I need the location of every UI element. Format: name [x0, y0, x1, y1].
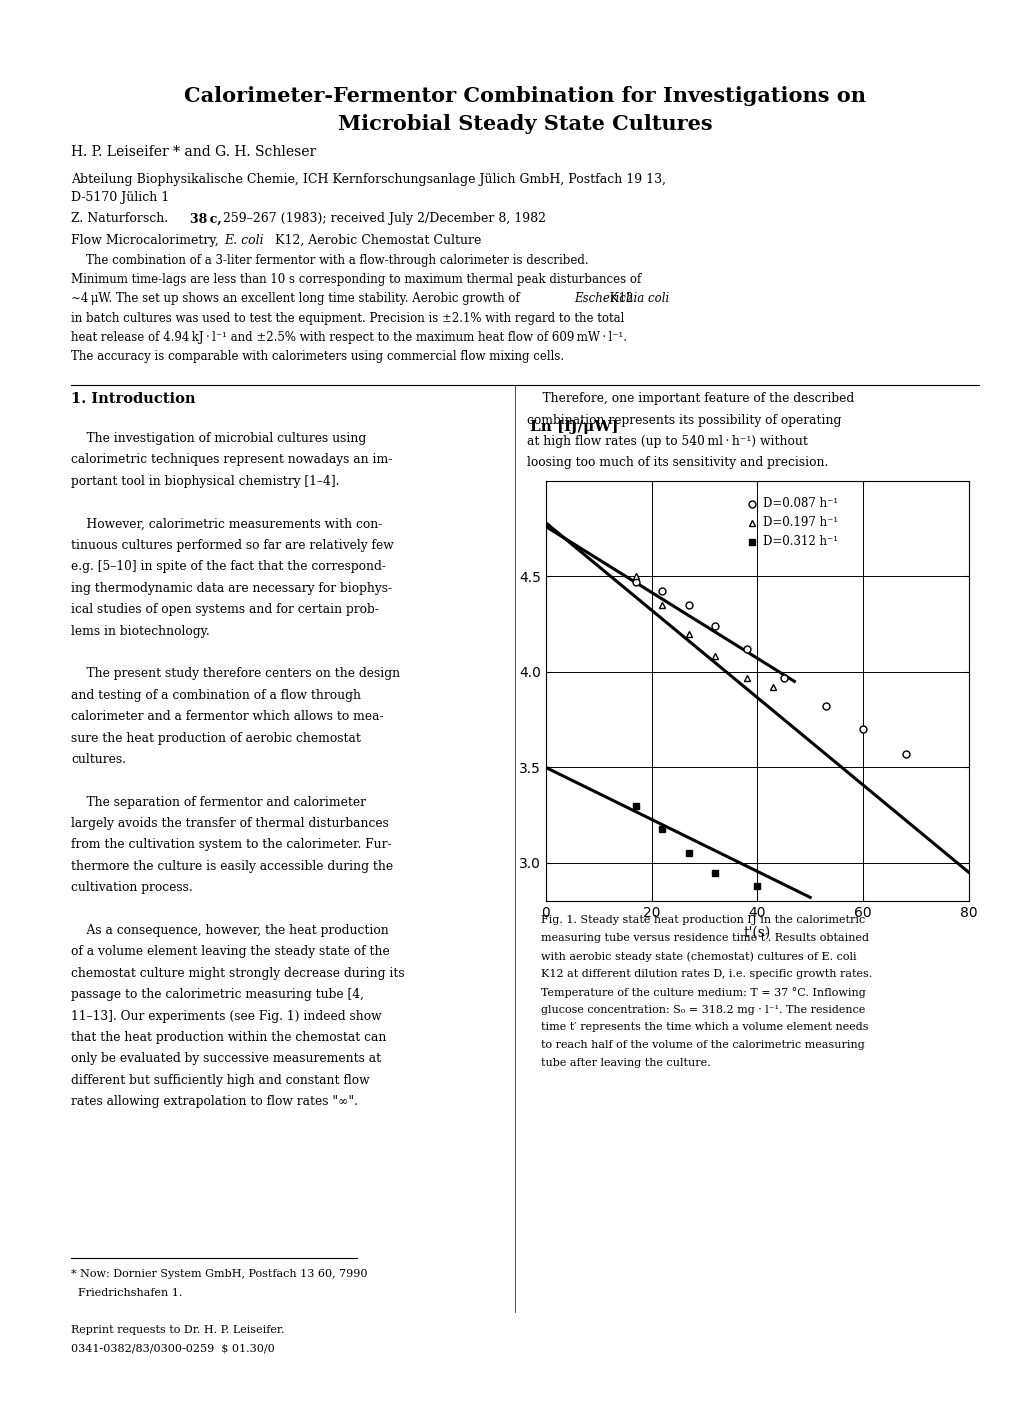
Text: calorimeter and a fermentor which allows to mea-: calorimeter and a fermentor which allows… — [71, 710, 383, 723]
Text: Therefore, one important feature of the described: Therefore, one important feature of the … — [527, 392, 854, 405]
Text: Minimum time-lags are less than 10 s corresponding to maximum thermal peak distu: Minimum time-lags are less than 10 s cor… — [71, 274, 641, 287]
Text: and testing of a combination of a flow through: and testing of a combination of a flow t… — [71, 689, 361, 702]
Text: different but sufficiently high and constant flow: different but sufficiently high and cons… — [71, 1074, 370, 1087]
Text: that the heat production within the chemostat can: that the heat production within the chem… — [71, 1031, 386, 1044]
Text: only be evaluated by successive measurements at: only be evaluated by successive measurem… — [71, 1052, 381, 1065]
Text: e.g. [5–10] in spite of the fact that the correspond-: e.g. [5–10] in spite of the fact that th… — [71, 560, 386, 573]
Text: at high flow rates (up to 540 ml · h⁻¹) without: at high flow rates (up to 540 ml · h⁻¹) … — [527, 435, 807, 448]
Text: 259–267 (1983); received July 2/December 8, 1982: 259–267 (1983); received July 2/December… — [219, 212, 546, 225]
Text: As a consequence, however, the heat production: As a consequence, however, the heat prod… — [71, 924, 389, 937]
Text: portant tool in biophysical chemistry [1–4].: portant tool in biophysical chemistry [1… — [71, 475, 339, 488]
Text: H. P. Leiseifer * and G. H. Schleser: H. P. Leiseifer * and G. H. Schleser — [71, 145, 316, 160]
Text: The present study therefore centers on the design: The present study therefore centers on t… — [71, 667, 400, 680]
Text: D=0.312 h⁻¹: D=0.312 h⁻¹ — [762, 535, 837, 548]
Text: Calorimeter-Fermentor Combination for Investigations on
Microbial Steady State C: Calorimeter-Fermentor Combination for In… — [184, 86, 865, 134]
Text: Escherichia coli: Escherichia coli — [574, 292, 668, 305]
Text: thermore the culture is easily accessible during the: thermore the culture is easily accessibl… — [71, 860, 393, 873]
Text: Ln [Ŋ/μW]: Ln [Ŋ/μW] — [530, 419, 619, 434]
Text: However, calorimetric measurements with con-: However, calorimetric measurements with … — [71, 518, 382, 530]
Text: Friedrichshafen 1.: Friedrichshafen 1. — [71, 1288, 182, 1298]
Text: ical studies of open systems and for certain prob-: ical studies of open systems and for cer… — [71, 603, 379, 616]
Text: 11–13]. Our experiments (see Fig. 1) indeed show: 11–13]. Our experiments (see Fig. 1) ind… — [71, 1010, 382, 1022]
Text: Reprint requests to Dr. H. P. Leiseifer.: Reprint requests to Dr. H. P. Leiseifer. — [71, 1325, 284, 1335]
Text: 1. Introduction: 1. Introduction — [71, 392, 196, 406]
Text: lems in biotechnology.: lems in biotechnology. — [71, 625, 210, 637]
Text: of a volume element leaving the steady state of the: of a volume element leaving the steady s… — [71, 945, 390, 958]
Text: from the cultivation system to the calorimeter. Fur-: from the cultivation system to the calor… — [71, 838, 391, 851]
Text: Temperature of the culture medium: T = 37 °C. Inflowing: Temperature of the culture medium: T = 3… — [540, 987, 864, 998]
Text: passage to the calorimetric measuring tube [4,: passage to the calorimetric measuring tu… — [71, 988, 364, 1001]
Text: largely avoids the transfer of thermal disturbances: largely avoids the transfer of thermal d… — [71, 817, 389, 830]
Text: D=0.087 h⁻¹: D=0.087 h⁻¹ — [762, 498, 837, 511]
Text: measuring tube versus residence time t′. Results obtained: measuring tube versus residence time t′.… — [540, 934, 868, 944]
Text: K12 at different dilution rates D, i.e. specific growth rates.: K12 at different dilution rates D, i.e. … — [540, 970, 871, 980]
Text: heat release of 4.94 kJ · l⁻¹ and ±2.5% with respect to the maximum heat flow of: heat release of 4.94 kJ · l⁻¹ and ±2.5% … — [71, 331, 627, 344]
Text: D=0.197 h⁻¹: D=0.197 h⁻¹ — [762, 516, 837, 529]
Text: The investigation of microbial cultures using: The investigation of microbial cultures … — [71, 432, 366, 445]
Text: tube after leaving the culture.: tube after leaving the culture. — [540, 1058, 709, 1068]
Text: time t′ represents the time which a volume element needs: time t′ represents the time which a volu… — [540, 1022, 867, 1032]
Text: 38 c,: 38 c, — [190, 212, 221, 225]
Text: calorimetric techniques represent nowadays an im-: calorimetric techniques represent nowada… — [71, 453, 392, 466]
Text: ∼4 μW. The set up shows an excellent long time stability. Aerobic growth of     : ∼4 μW. The set up shows an excellent lon… — [71, 292, 633, 305]
Text: with aerobic steady state (chemostat) cultures of E. coli: with aerobic steady state (chemostat) cu… — [540, 951, 855, 961]
Text: Flow Microcalorimetry,: Flow Microcalorimetry, — [71, 234, 223, 247]
Text: cultivation process.: cultivation process. — [71, 881, 193, 894]
Text: Z. Naturforsch.: Z. Naturforsch. — [71, 212, 172, 225]
Text: K12, Aerobic Chemostat Culture: K12, Aerobic Chemostat Culture — [271, 234, 481, 247]
Text: sure the heat production of aerobic chemostat: sure the heat production of aerobic chem… — [71, 732, 361, 744]
Text: 0341-0382/83/0300-0259  $ 01.30/0: 0341-0382/83/0300-0259 $ 01.30/0 — [71, 1343, 275, 1353]
Text: tinuous cultures performed so far are relatively few: tinuous cultures performed so far are re… — [71, 539, 393, 552]
Text: ing thermodynamic data are necessary for biophys-: ing thermodynamic data are necessary for… — [71, 582, 392, 595]
Text: in batch cultures was used to test the equipment. Precision is ±2.1% with regard: in batch cultures was used to test the e… — [71, 312, 625, 325]
Text: D-5170 Jülich 1: D-5170 Jülich 1 — [71, 191, 169, 204]
Text: combination represents its possibility of operating: combination represents its possibility o… — [527, 414, 841, 426]
Text: rates allowing extrapolation to flow rates "∞".: rates allowing extrapolation to flow rat… — [71, 1095, 358, 1108]
Text: Fig. 1. Steady state heat production Ŋ in the calorimetric: Fig. 1. Steady state heat production Ŋ i… — [540, 915, 864, 925]
Text: cultures.: cultures. — [71, 753, 126, 766]
Text: The separation of fermentor and calorimeter: The separation of fermentor and calorime… — [71, 796, 366, 809]
Text: chemostat culture might strongly decrease during its: chemostat culture might strongly decreas… — [71, 967, 405, 980]
Text: * Now: Dornier System GmbH, Postfach 13 60, 7990: * Now: Dornier System GmbH, Postfach 13 … — [71, 1269, 368, 1279]
Text: E. coli: E. coli — [224, 234, 264, 247]
Text: Abteilung Biophysikalische Chemie, ICH Kernforschungsanlage Jülich GmbH, Postfac: Abteilung Biophysikalische Chemie, ICH K… — [71, 173, 665, 185]
Text: to reach half of the volume of the calorimetric measuring: to reach half of the volume of the calor… — [540, 1041, 863, 1051]
Text: glucose concentration: S₀ = 318.2 mg · l⁻¹. The residence: glucose concentration: S₀ = 318.2 mg · l… — [540, 1004, 864, 1015]
Text: loosing too much of its sensitivity and precision.: loosing too much of its sensitivity and … — [527, 456, 827, 469]
X-axis label: t'(s): t'(s) — [743, 925, 770, 940]
Text: The accuracy is comparable with calorimeters using commercial flow mixing cells.: The accuracy is comparable with calorime… — [71, 351, 564, 364]
Text: The combination of a 3-liter fermentor with a flow-through calorimeter is descri: The combination of a 3-liter fermentor w… — [71, 254, 588, 267]
